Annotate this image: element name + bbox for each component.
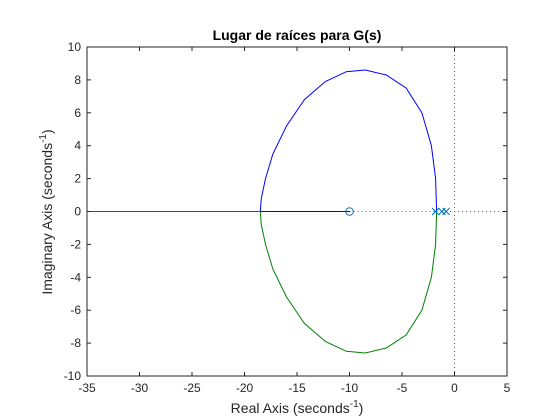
x-axis-title-exponent: -1 — [350, 399, 359, 410]
x-axis-title: Real Axis (seconds-1) — [231, 399, 364, 416]
locus-branch-1-segment-0 — [259, 211, 438, 354]
zero-marker-0 — [345, 207, 354, 216]
y-axis-title-text: Imaginary Axis (seconds — [39, 143, 55, 295]
y-tick-label: -10 — [64, 369, 82, 383]
locus-branch-0-segment-0 — [259, 69, 438, 212]
y-tick-label: -8 — [70, 336, 81, 350]
y-axis-title: Imaginary Axis (seconds-1) — [38, 129, 55, 294]
y-tick-label: -2 — [70, 237, 81, 251]
x-tick-label: -5 — [397, 381, 408, 395]
y-axis-title-exponent: -1 — [38, 134, 49, 143]
x-tick-label: -30 — [131, 381, 149, 395]
pole-zero-markers — [345, 207, 450, 216]
x-tick-label: -15 — [288, 381, 306, 395]
y-tick-label: 0 — [74, 205, 81, 219]
y-tick-label: 8 — [74, 73, 81, 87]
x-tick-label: -20 — [236, 381, 254, 395]
x-tick-label: -10 — [341, 381, 359, 395]
x-axis-title-close: ) — [359, 400, 364, 416]
x-axis-title-text: Real Axis (seconds — [231, 400, 350, 416]
pole-marker-2 — [442, 207, 450, 216]
x-tick-label: 0 — [451, 381, 458, 395]
y-tick-label: -6 — [70, 303, 81, 317]
y-tick-label: 2 — [74, 172, 81, 186]
x-tick-label: -35 — [78, 381, 96, 395]
y-axis-ticks: -10 -8 -6 -4 -2 0 2 4 6 8 10 — [64, 40, 507, 383]
locus-branches — [87, 69, 438, 354]
y-tick-label: 4 — [74, 139, 81, 153]
x-tick-label: 5 — [504, 381, 511, 395]
y-axis-title-close: ) — [39, 129, 55, 134]
y-tick-label: -4 — [70, 270, 81, 284]
x-axis-ticks: -35 -30 -25 -20 -15 -10 -5 0 5 — [78, 47, 511, 395]
y-tick-label: 10 — [68, 40, 82, 54]
guide-lines — [349, 47, 507, 376]
chart-title: Lugar de raíces para G(s) — [213, 27, 382, 43]
pole-marker-0 — [431, 207, 440, 216]
x-tick-label: -25 — [183, 381, 201, 395]
y-tick-label: 6 — [74, 106, 81, 120]
